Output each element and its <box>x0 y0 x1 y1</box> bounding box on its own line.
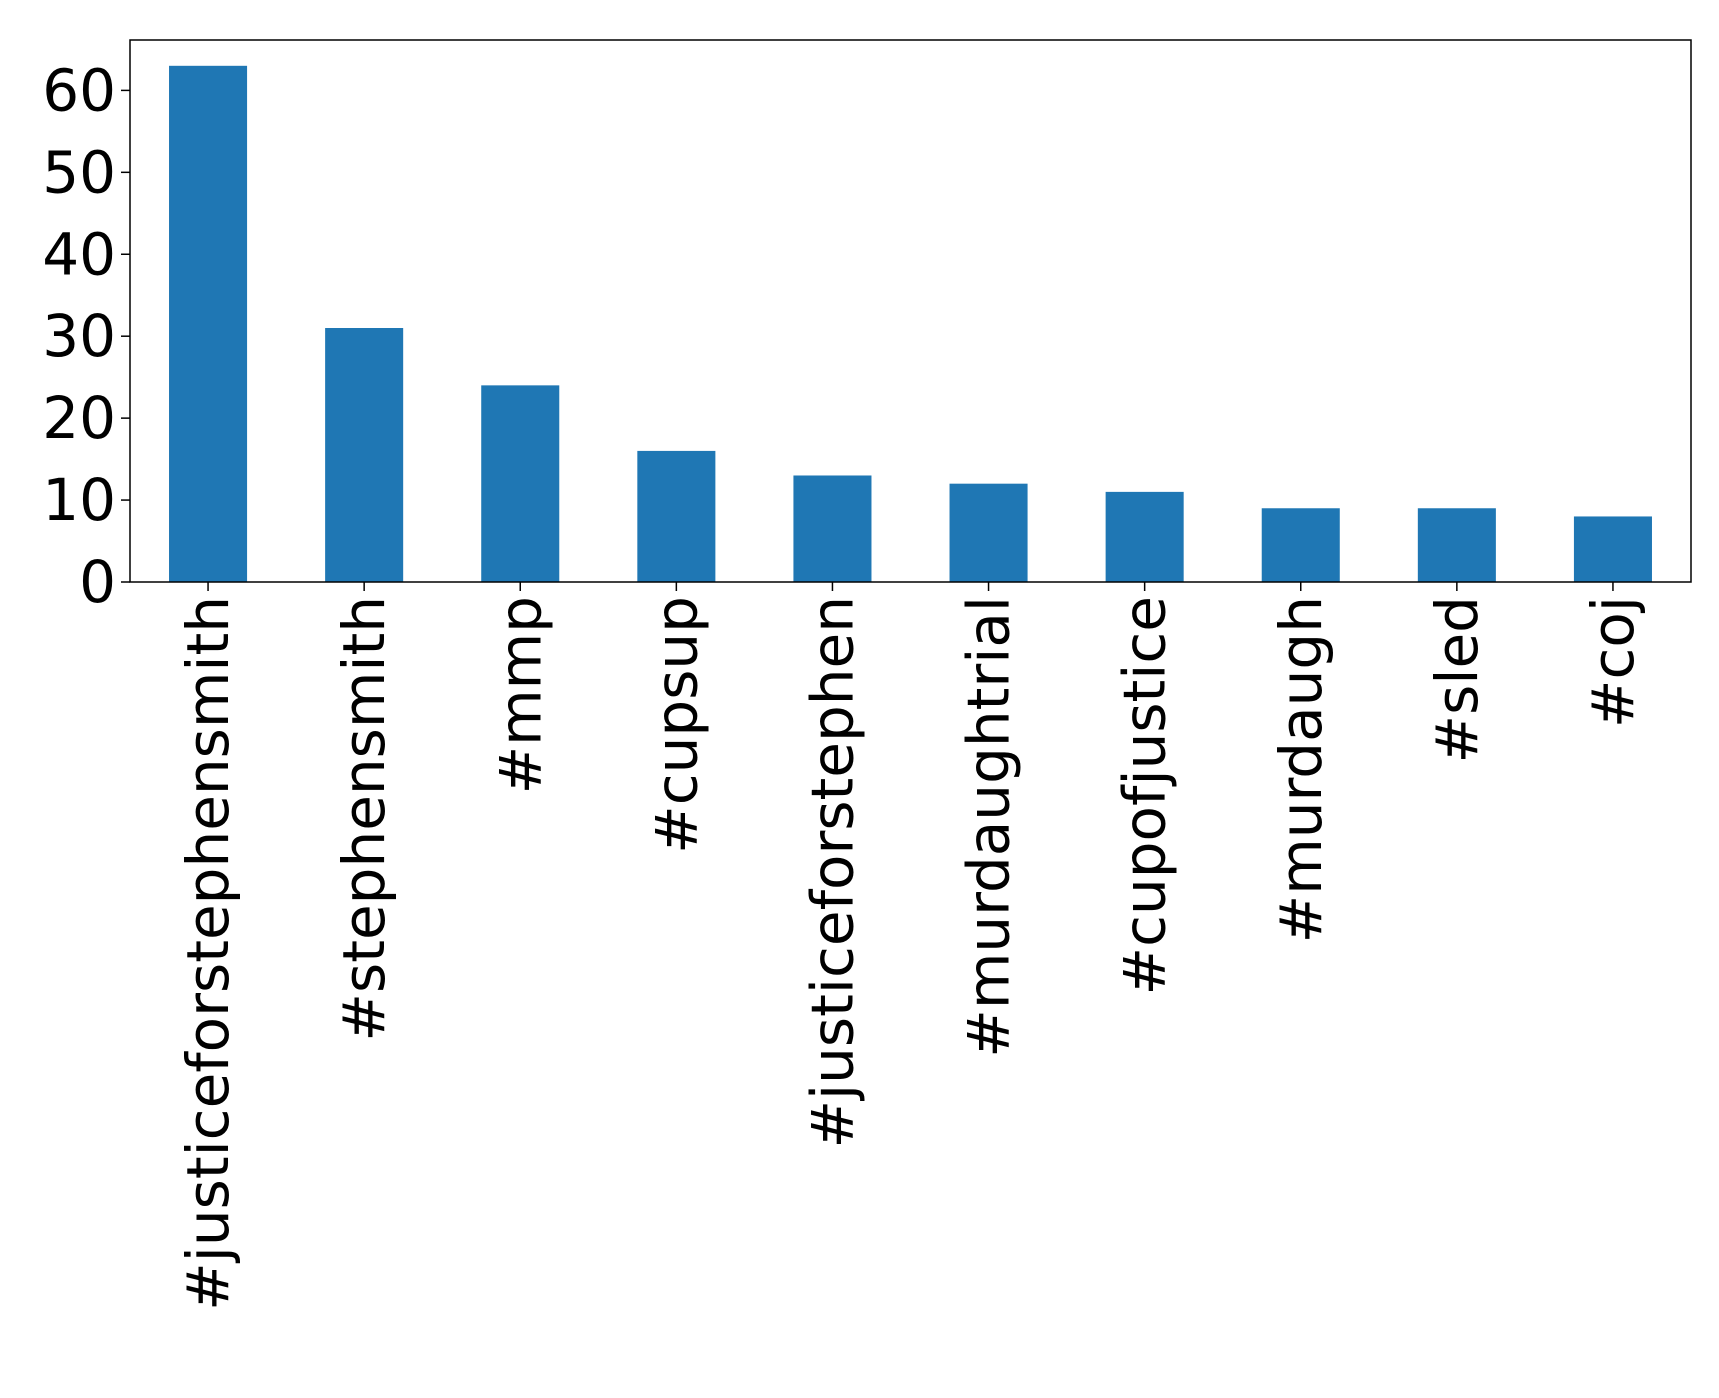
x-tick-label: #justiceforstephensmith <box>174 596 242 1311</box>
bar <box>325 328 404 582</box>
bar <box>1417 508 1496 582</box>
y-tick-label: 60 <box>42 56 116 124</box>
x-tick-label: #cupofjustice <box>1111 596 1179 996</box>
bar <box>1105 491 1184 582</box>
plot-frame <box>129 39 1692 583</box>
y-tick-label: 30 <box>42 302 116 370</box>
bar <box>481 385 560 582</box>
y-axis: 0 10 20 30 40 50 60 <box>42 56 130 616</box>
x-tick-label: #sled <box>1423 596 1491 763</box>
x-axis: #justiceforstephensmith #stephensmith #mmp… <box>174 582 1647 1311</box>
x-tick-label: #justiceforstephen <box>798 596 866 1149</box>
bar <box>793 475 872 582</box>
x-tick-label: #coj <box>1579 596 1647 728</box>
y-tick-label: 50 <box>42 138 116 206</box>
y-tick-label: 40 <box>42 220 116 288</box>
y-tick-label: 10 <box>42 466 116 534</box>
bar <box>1573 516 1652 582</box>
bars-group <box>169 65 1652 583</box>
x-tick-label: #murdaughtrial <box>955 596 1023 1058</box>
x-tick-label: #stephensmith <box>330 596 398 1042</box>
bar <box>637 450 716 582</box>
bar <box>169 65 248 583</box>
y-tick-label: 0 <box>79 548 116 616</box>
x-tick-label: #cupsup <box>642 596 710 854</box>
bar <box>949 483 1028 582</box>
bar <box>1261 508 1340 582</box>
x-tick-label: #murdaugh <box>1267 596 1335 943</box>
y-tick-label: 20 <box>42 384 116 452</box>
x-tick-label: #mmp <box>486 596 554 794</box>
